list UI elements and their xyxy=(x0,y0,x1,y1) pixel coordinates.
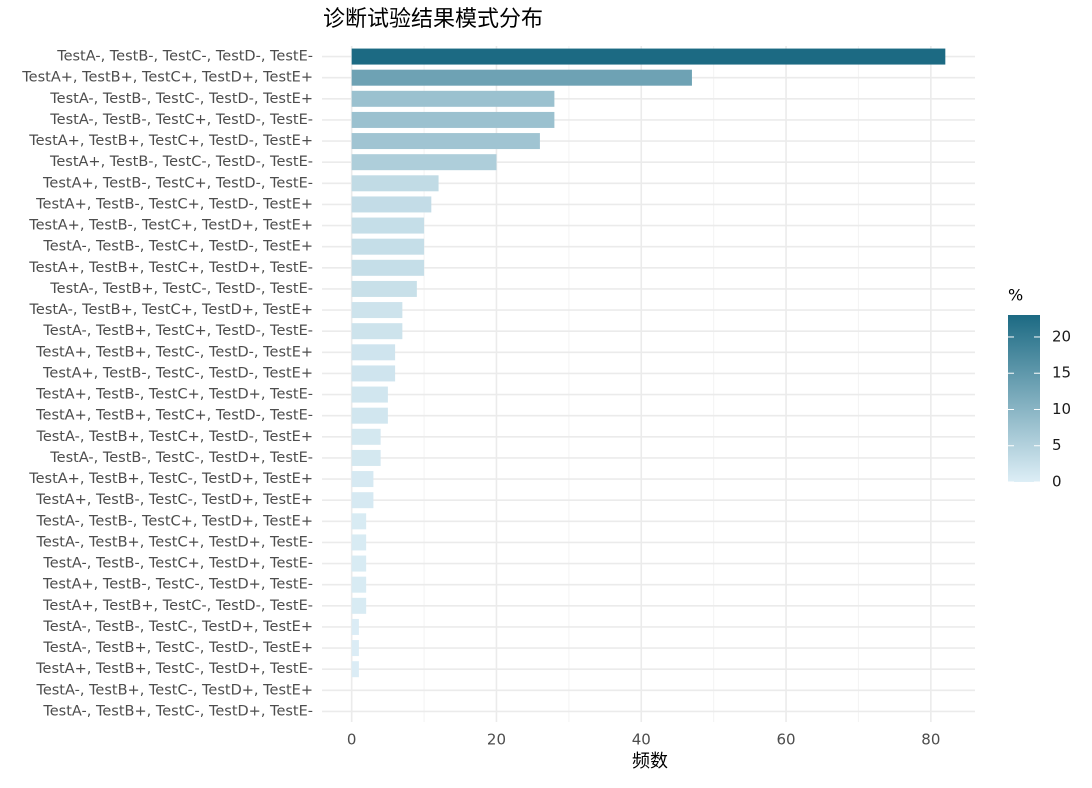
bar xyxy=(351,555,367,572)
y-tick-label: TestA+, TestB+, TestC-, TestD+, TestE+ xyxy=(28,471,313,487)
y-tick-label: TestA-, TestB+, TestC+, TestD+, TestE- xyxy=(35,534,313,550)
y-tick-label: TestA-, TestB-, TestC+, TestD+, TestE+ xyxy=(35,513,313,529)
bar xyxy=(351,344,396,361)
y-tick-label: TestA-, TestB-, TestC+, TestD+, TestE- xyxy=(42,556,313,572)
chart-title: 诊断试验结果模式分布 xyxy=(323,7,543,32)
y-tick-label: TestA-, TestB-, TestC+, TestD-, TestE- xyxy=(49,112,313,128)
y-tick-label: TestA-, TestB+, TestC+, TestD-, TestE+ xyxy=(35,429,313,445)
bar xyxy=(351,175,439,192)
y-tick-label: TestA+, TestB+, TestC+, TestD-, TestE+ xyxy=(28,133,313,149)
y-tick-label: TestA-, TestB+, TestC-, TestD+, TestE- xyxy=(42,703,313,719)
y-tick-label: TestA+, TestB-, TestC-, TestD-, TestE+ xyxy=(42,365,313,381)
legend-title: % xyxy=(1008,286,1023,305)
y-tick-label: TestA-, TestB+, TestC-, TestD-, TestE- xyxy=(49,281,313,297)
y-tick-label: TestA+, TestB+, TestC-, TestD-, TestE- xyxy=(42,598,313,614)
x-axis-label: 频数 xyxy=(632,751,668,772)
y-tick-label: TestA+, TestB-, TestC-, TestD-, TestE- xyxy=(49,154,313,170)
bar xyxy=(351,238,425,255)
x-tick-label: 20 xyxy=(487,731,506,749)
bar xyxy=(351,386,388,403)
y-tick-label: TestA+, TestB-, TestC+, TestD-, TestE+ xyxy=(35,196,313,212)
y-tick-label: TestA-, TestB-, TestC-, TestD+, TestE- xyxy=(49,450,313,466)
y-tick-label: TestA+, TestB+, TestC+, TestD-, TestE- xyxy=(35,408,313,424)
bar xyxy=(351,196,432,213)
y-tick-label: TestA+, TestB-, TestC+, TestD-, TestE- xyxy=(42,175,313,191)
y-tick-label: TestA-, TestB-, TestC-, TestD+, TestE+ xyxy=(42,619,313,635)
bar xyxy=(351,280,417,297)
bar xyxy=(351,618,359,635)
bar xyxy=(351,90,555,107)
colorbar-tick-label: 20 xyxy=(1052,327,1071,345)
y-tick-label: TestA+, TestB-, TestC-, TestD+, TestE- xyxy=(42,577,313,593)
bar xyxy=(351,69,692,86)
y-tick-label: TestA-, TestB-, TestC+, TestD-, TestE+ xyxy=(42,239,313,255)
x-tick-label: 0 xyxy=(347,731,357,749)
bar xyxy=(351,661,359,678)
colorbar-tick-label: 0 xyxy=(1052,473,1062,491)
bar xyxy=(351,576,367,593)
bar xyxy=(351,449,381,466)
bar xyxy=(351,640,359,657)
bar xyxy=(351,492,374,509)
y-tick-label: TestA+, TestB-, TestC+, TestD+, TestE+ xyxy=(28,218,313,234)
bar xyxy=(351,217,425,234)
bar xyxy=(351,365,396,382)
y-tick-label: TestA+, TestB-, TestC-, TestD+, TestE+ xyxy=(35,492,313,508)
bar xyxy=(351,407,388,424)
y-tick-label: TestA-, TestB+, TestC-, TestD-, TestE+ xyxy=(42,640,313,656)
y-tick-label: TestA-, TestB+, TestC+, TestD-, TestE- xyxy=(42,323,313,339)
bar xyxy=(351,111,555,128)
bar xyxy=(351,259,425,276)
bar xyxy=(351,133,540,150)
bar xyxy=(351,428,381,445)
y-tick-label: TestA-, TestB-, TestC-, TestD-, TestE+ xyxy=(49,91,313,107)
y-tick-label: TestA-, TestB+, TestC-, TestD+, TestE+ xyxy=(35,682,313,698)
x-tick-label: 40 xyxy=(632,731,651,749)
colorbar-tick-label: 15 xyxy=(1052,364,1071,382)
y-tick-label: TestA+, TestB+, TestC-, TestD-, TestE+ xyxy=(35,344,313,360)
y-tick-label: TestA+, TestB+, TestC-, TestD+, TestE- xyxy=(35,661,313,677)
y-tick-label: TestA-, TestB+, TestC+, TestD+, TestE+ xyxy=(29,302,313,318)
colorbar-tick-label: 5 xyxy=(1052,436,1062,454)
y-tick-label: TestA+, TestB-, TestC+, TestD+, TestE- xyxy=(35,387,313,403)
bar xyxy=(351,597,367,614)
x-tick-label: 60 xyxy=(777,731,796,749)
x-tick-label: 80 xyxy=(921,731,940,749)
y-tick-label: TestA-, TestB-, TestC-, TestD-, TestE- xyxy=(56,49,313,65)
y-tick-label: TestA+, TestB+, TestC+, TestD+, TestE- xyxy=(28,260,313,276)
bar xyxy=(351,323,403,340)
colorbar xyxy=(1008,315,1040,482)
bar xyxy=(351,48,946,65)
bar xyxy=(351,302,403,319)
bar xyxy=(351,154,497,171)
bar xyxy=(351,513,367,530)
colorbar-tick-label: 10 xyxy=(1052,400,1071,418)
bar xyxy=(351,534,367,551)
bar xyxy=(351,471,374,488)
y-tick-label: TestA+, TestB+, TestC+, TestD+, TestE+ xyxy=(21,70,313,86)
